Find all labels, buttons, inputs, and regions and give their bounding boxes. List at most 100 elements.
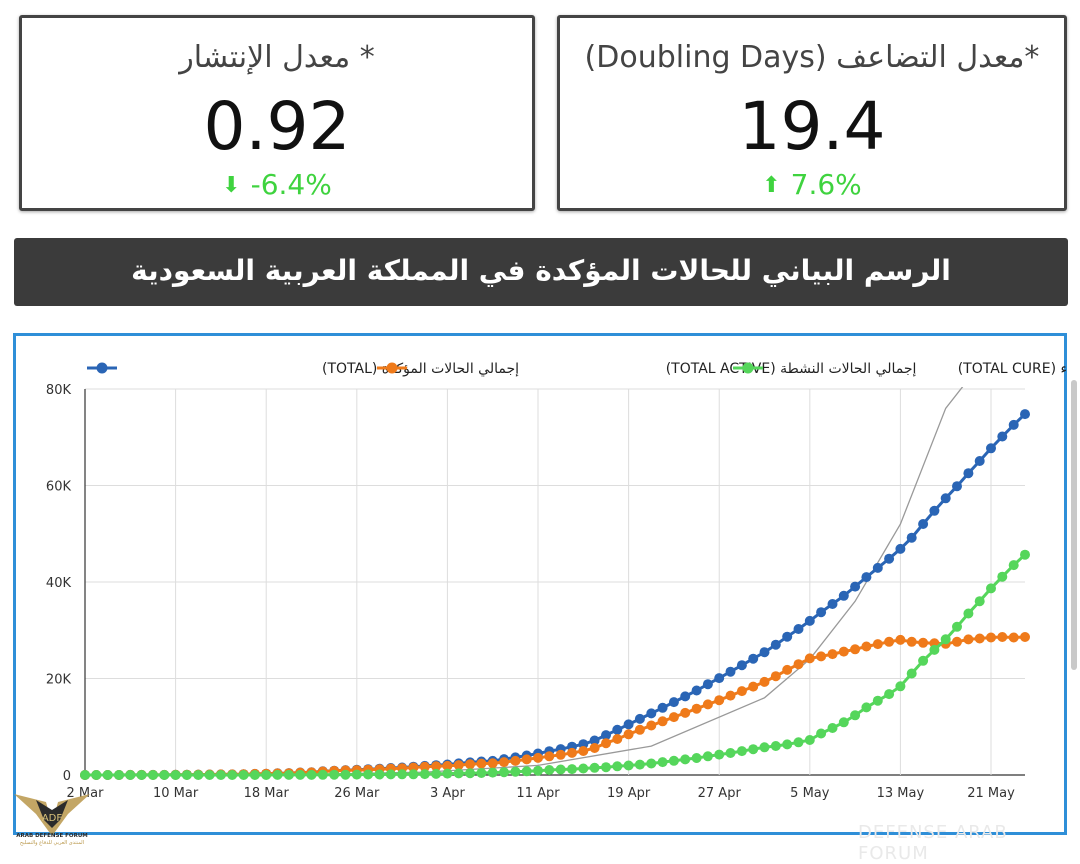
data-point-active [759,676,770,687]
data-point-cure [578,763,589,774]
data-point-cure [850,710,861,721]
data-point-cure [453,768,464,779]
data-point-active [487,758,498,769]
data-point-total [782,631,793,642]
data-point-active [827,649,838,660]
data-point-cure [170,770,181,780]
spread-rate-change: -6.4% [250,168,332,201]
legend-label-cure: إجمالي الشفاء (TOTAL CURE) [958,361,1067,377]
svg-text:ADF: ADF [42,813,63,824]
data-point-total [952,481,962,492]
data-point-cure [510,766,521,777]
data-point-cure [725,748,736,758]
data-point-total [725,666,736,677]
data-point-cure [555,764,566,775]
data-point-cure [623,760,634,771]
legend-marker-total [96,362,108,374]
data-point-total [804,615,815,626]
data-point-active [986,632,996,643]
data-point-cure [159,770,170,780]
data-point-total [997,431,1008,442]
data-point-cure [408,769,419,780]
data-point-active [431,761,442,772]
data-point-active [895,634,906,645]
data-point-cure [204,770,215,780]
data-point-total [634,713,645,724]
data-point-total [691,685,702,696]
data-point-active [634,724,645,735]
data-point-active [453,760,464,771]
data-point-total [929,505,940,516]
data-point-total [861,572,872,583]
data-point-total [940,493,951,504]
data-point-active [544,751,555,762]
series-line-active [85,635,1026,777]
data-point-cure [91,770,102,780]
data-point-cure [385,769,396,780]
doubling-days-change-row: ⬆ 7.6% [560,168,1064,201]
data-point-cure [770,741,781,751]
data-point-cure [465,768,476,779]
data-point-active [1008,632,1019,643]
data-point-active [725,690,736,701]
y-tick-label: 0 [63,769,71,784]
doubling-days-title: *معدل التضاعف (Doubling Days) [584,40,1040,75]
data-point-active [419,761,430,772]
data-point-cure [295,769,306,780]
data-point-cure [589,762,600,773]
data-point-cure [986,583,996,594]
legend-marker-active [386,362,398,374]
data-point-total [759,647,770,658]
data-point-active [567,747,577,758]
data-point-cure [442,768,453,779]
data-point-active [657,716,668,727]
legend-label-active: إجمالي الحالات النشطة (TOTAL ACTIVE) [666,361,917,377]
data-point-active [770,671,781,682]
x-tick-label: 11 Apr [516,786,560,801]
data-point-cure [736,746,747,757]
data-point-cure [533,765,543,776]
data-point-cure [838,717,849,728]
data-point-cure [317,769,328,780]
data-point-cure [940,634,951,645]
doubling-days-card: *معدل التضاعف (Doubling Days) 19.4 ⬆ 7.6% [557,15,1067,211]
data-point-cure [227,770,238,780]
data-point-cure [884,689,895,700]
data-point-active [442,760,453,771]
data-point-active [748,681,759,692]
legend-marker-cure [742,362,754,374]
data-point-active [476,758,487,769]
down-arrow-icon: ⬇ [222,173,241,198]
doubling-days-value: 19.4 [738,88,886,165]
data-point-cure [521,766,532,777]
up-arrow-icon: ⬆ [762,173,781,198]
data-point-active [533,752,543,763]
data-point-cure [804,735,815,745]
data-point-cure [567,764,577,775]
data-point-total [646,708,657,719]
data-point-cure [181,770,192,780]
data-point-active [612,734,623,744]
data-point-active [1020,632,1030,642]
spread-rate-change-row: ⬇ -6.4% [22,168,532,201]
data-point-cure [283,769,294,780]
data-point-total [816,607,827,618]
data-point-total [657,702,668,713]
data-point-total [884,553,895,564]
data-point-cure [499,767,509,778]
data-point-total [906,532,917,543]
data-point-active [465,759,476,770]
data-point-cure [997,571,1008,582]
data-point-cure [691,753,702,763]
data-point-cure [634,759,645,770]
data-point-active [555,749,566,760]
forum-logo-text: ARAB DEFENSE FORUM [16,833,88,839]
spread-rate-card: * معدل الإنتشار 0.92 ⬇ -6.4% [19,15,535,211]
data-point-cure [1008,560,1019,571]
data-point-cure [215,770,226,780]
data-point-cure [612,761,623,772]
data-point-total [612,724,623,735]
page-scrollbar[interactable] [1071,380,1077,670]
data-point-active [838,646,849,657]
data-point-cure [238,770,249,780]
